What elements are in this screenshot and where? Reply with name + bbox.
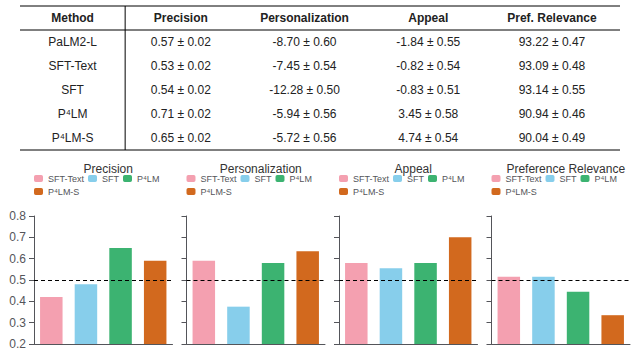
svg-text:-0.82 ± 0.54: -0.82 ± 0.54 <box>396 59 460 73</box>
svg-text:Pref. Relevance: Pref. Relevance <box>507 11 597 25</box>
svg-text:93.14 ± 0.55: 93.14 ± 0.55 <box>519 83 586 97</box>
svg-text:Personalization: Personalization <box>260 11 349 25</box>
svg-text:-5.72 ± 0.56: -5.72 ± 0.56 <box>273 131 337 145</box>
svg-text:0.71 ± 0.02: 0.71 ± 0.02 <box>151 107 211 121</box>
svg-text:SFT: SFT <box>254 173 272 184</box>
svg-text:90.04 ± 0.49: 90.04 ± 0.49 <box>519 131 586 145</box>
svg-text:SFT-Text: SFT-Text <box>48 174 85 184</box>
svg-text:SFT-Text: SFT-Text <box>505 173 542 184</box>
svg-text:0.7: 0.7 <box>9 230 26 244</box>
svg-text:Precision: Precision <box>154 11 208 25</box>
svg-text:P⁴LM: P⁴LM <box>289 173 312 184</box>
svg-text:0.4: 0.4 <box>9 294 26 308</box>
svg-text:Preference Relevance: Preference Relevance <box>506 162 625 176</box>
svg-text:P⁴LM: P⁴LM <box>58 107 88 121</box>
svg-text:P⁴LM-S: P⁴LM-S <box>48 187 79 197</box>
svg-text:P⁴LM: P⁴LM <box>442 174 464 184</box>
svg-text:SFT-Text: SFT-Text <box>49 59 98 73</box>
svg-text:-0.83 ± 0.51: -0.83 ± 0.51 <box>396 83 460 97</box>
svg-text:0.8: 0.8 <box>9 209 26 223</box>
svg-text:90.94 ± 0.46: 90.94 ± 0.46 <box>519 107 586 121</box>
svg-text:3.45 ± 0.58: 3.45 ± 0.58 <box>398 107 458 121</box>
svg-text:P⁴LM: P⁴LM <box>594 173 617 184</box>
svg-text:SFT-Text: SFT-Text <box>353 174 390 184</box>
svg-text:SFT: SFT <box>407 173 424 184</box>
svg-text:Method: Method <box>51 11 94 25</box>
svg-text:SFT: SFT <box>559 173 577 184</box>
svg-text:4.74 ± 0.54: 4.74 ± 0.54 <box>398 131 458 145</box>
svg-text:P⁴LM: P⁴LM <box>137 174 159 184</box>
svg-text:-8.70 ± 0.60: -8.70 ± 0.60 <box>273 35 337 49</box>
svg-text:0.2: 0.2 <box>9 337 26 351</box>
svg-text:93.09 ± 0.48: 93.09 ± 0.48 <box>519 59 586 73</box>
svg-text:P⁴LM-S: P⁴LM-S <box>353 187 384 197</box>
svg-text:P⁴LM-S: P⁴LM-S <box>52 131 94 145</box>
svg-text:SFT: SFT <box>61 83 84 97</box>
svg-text:PaLM2-L: PaLM2-L <box>48 35 97 49</box>
svg-text:Appeal: Appeal <box>408 11 448 25</box>
svg-text:P⁴LM-S: P⁴LM-S <box>201 187 232 197</box>
svg-text:0.6: 0.6 <box>9 252 26 266</box>
svg-text:0.65 ± 0.02: 0.65 ± 0.02 <box>151 131 211 145</box>
svg-text:SFT-Text: SFT-Text <box>200 173 237 184</box>
svg-text:0.54 ± 0.02: 0.54 ± 0.02 <box>151 83 211 97</box>
svg-text:Appeal: Appeal <box>395 162 432 176</box>
svg-text:SFT: SFT <box>102 173 119 184</box>
svg-text:-1.84 ± 0.55: -1.84 ± 0.55 <box>396 35 460 49</box>
svg-text:0.3: 0.3 <box>9 316 26 330</box>
svg-text:0.53 ± 0.02: 0.53 ± 0.02 <box>151 59 211 73</box>
svg-text:0.5: 0.5 <box>9 273 26 287</box>
svg-text:93.22 ± 0.47: 93.22 ± 0.47 <box>519 35 586 49</box>
svg-text:Precision: Precision <box>84 162 133 176</box>
svg-text:Personalization: Personalization <box>220 162 302 176</box>
svg-text:0.57 ± 0.02: 0.57 ± 0.02 <box>151 35 211 49</box>
svg-text:P⁴LM-S: P⁴LM-S <box>506 187 537 197</box>
svg-text:-7.45 ± 0.54: -7.45 ± 0.54 <box>273 59 337 73</box>
svg-text:-5.94 ± 0.56: -5.94 ± 0.56 <box>273 107 337 121</box>
svg-text:-12.28 ± 0.50: -12.28 ± 0.50 <box>269 83 340 97</box>
